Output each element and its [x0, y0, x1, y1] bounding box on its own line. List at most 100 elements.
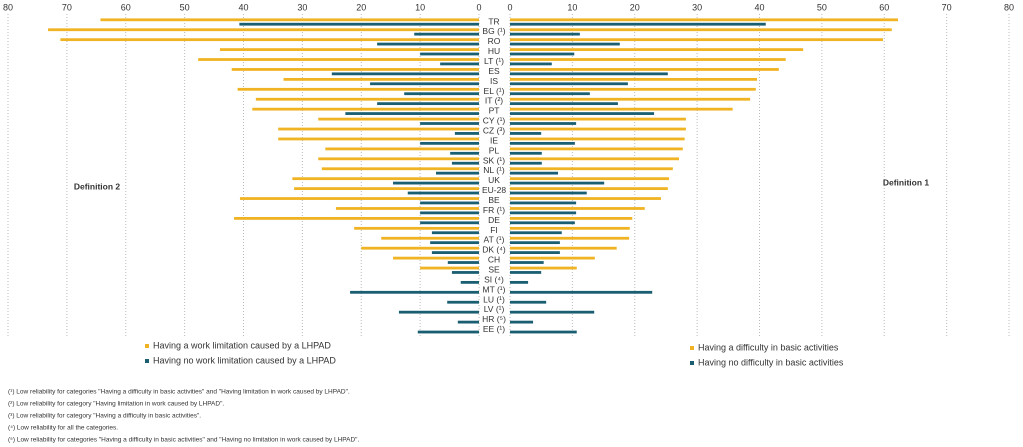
- x-tick-label: 60: [879, 2, 889, 12]
- bar: [420, 221, 479, 225]
- bar: [510, 271, 542, 274]
- bar: [393, 256, 479, 260]
- category-label: DK (⁴): [482, 245, 506, 255]
- bar: [510, 310, 595, 314]
- bar: [219, 48, 479, 51]
- bar: [510, 147, 683, 151]
- bar: [440, 62, 479, 66]
- x-tick-label: 10: [415, 2, 425, 12]
- bar: [381, 236, 479, 240]
- bar: [335, 207, 479, 210]
- bar: [420, 266, 479, 270]
- bar: [510, 82, 628, 86]
- bar: [345, 112, 479, 115]
- category-label: HR (⁵): [482, 314, 506, 324]
- footnote: (⁵) Low reliability for categories "Havi…: [8, 437, 359, 444]
- bar: [510, 137, 685, 141]
- bar: [331, 72, 479, 76]
- bar: [237, 87, 479, 91]
- category-label: MT (¹): [483, 284, 506, 294]
- bar: [451, 161, 479, 165]
- bar: [510, 266, 577, 270]
- category-label: CZ (³): [483, 125, 505, 135]
- bar: [252, 107, 479, 111]
- bar: [450, 151, 479, 155]
- x-tick-label: 40: [754, 2, 764, 12]
- bar: [292, 177, 479, 181]
- bar: [510, 211, 577, 215]
- x-tick-label: 0: [507, 2, 512, 12]
- bar: [447, 261, 479, 264]
- panel-label: Definition 2: [74, 181, 121, 191]
- category-label: EE (¹): [483, 324, 505, 334]
- category-label: FR (¹): [483, 205, 505, 215]
- bar: [510, 151, 542, 155]
- bar: [457, 320, 479, 324]
- category-label: EL (¹): [484, 86, 505, 96]
- category-label: AT (¹): [484, 235, 505, 245]
- bar: [510, 97, 751, 101]
- category-label: BE: [488, 195, 500, 205]
- legend-label: Having no work limitation caused by a LH…: [153, 355, 336, 365]
- x-tick-label: 60: [121, 2, 131, 12]
- x-tick-label: 30: [297, 2, 307, 12]
- bar: [510, 132, 542, 135]
- bar: [510, 77, 758, 81]
- bar: [417, 330, 479, 334]
- category-band: [481, 16, 508, 338]
- bar: [510, 102, 618, 106]
- bar: [510, 181, 605, 185]
- legend-label: Having a work limitation caused by a LHP…: [153, 340, 331, 350]
- category-label: IS: [490, 76, 498, 86]
- bar: [420, 201, 479, 205]
- category-label: UK: [488, 175, 500, 185]
- category-label: LT (¹): [484, 56, 504, 66]
- footnote: (¹) Low reliability for categories "Havi…: [8, 389, 350, 396]
- bar: [510, 157, 680, 161]
- bar: [294, 187, 479, 191]
- bar: [431, 251, 479, 254]
- bar: [510, 18, 898, 22]
- bar: [510, 107, 733, 111]
- bar: [414, 32, 479, 36]
- footnote: (³) Low reliability for category "Having…: [8, 413, 201, 420]
- bar: [510, 177, 670, 181]
- bar: [510, 92, 590, 96]
- category-label: FI: [490, 225, 498, 235]
- bar: [239, 22, 479, 26]
- bar: [404, 92, 479, 96]
- bar: [48, 28, 479, 32]
- bar: [510, 167, 673, 171]
- x-tick-label: 50: [817, 2, 827, 12]
- x-tick-label: 20: [630, 2, 640, 12]
- bar: [454, 132, 479, 135]
- bar: [510, 300, 547, 304]
- bar: [460, 280, 479, 284]
- bar: [510, 221, 575, 225]
- bar: [377, 102, 479, 106]
- category-label: SK (¹): [483, 155, 505, 165]
- legend-swatch: [145, 359, 149, 363]
- bar: [370, 82, 479, 86]
- panel-label: Definition 1: [883, 177, 930, 187]
- bar: [510, 201, 577, 205]
- bar: [318, 157, 479, 161]
- bar: [510, 112, 655, 115]
- category-label: CH: [488, 255, 500, 265]
- bar: [398, 310, 479, 314]
- bar: [510, 72, 668, 76]
- x-tick-label: 0: [476, 2, 481, 12]
- bar: [377, 42, 479, 46]
- bar: [510, 161, 542, 165]
- bar: [510, 171, 559, 175]
- bar: [510, 187, 668, 191]
- bar: [510, 290, 653, 294]
- category-label: LU (¹): [483, 294, 505, 304]
- bar: [350, 290, 479, 294]
- category-label: CY (¹): [483, 116, 506, 126]
- bar: [510, 38, 884, 42]
- bar: [510, 62, 552, 66]
- bar: [451, 271, 479, 274]
- bar: [510, 22, 766, 26]
